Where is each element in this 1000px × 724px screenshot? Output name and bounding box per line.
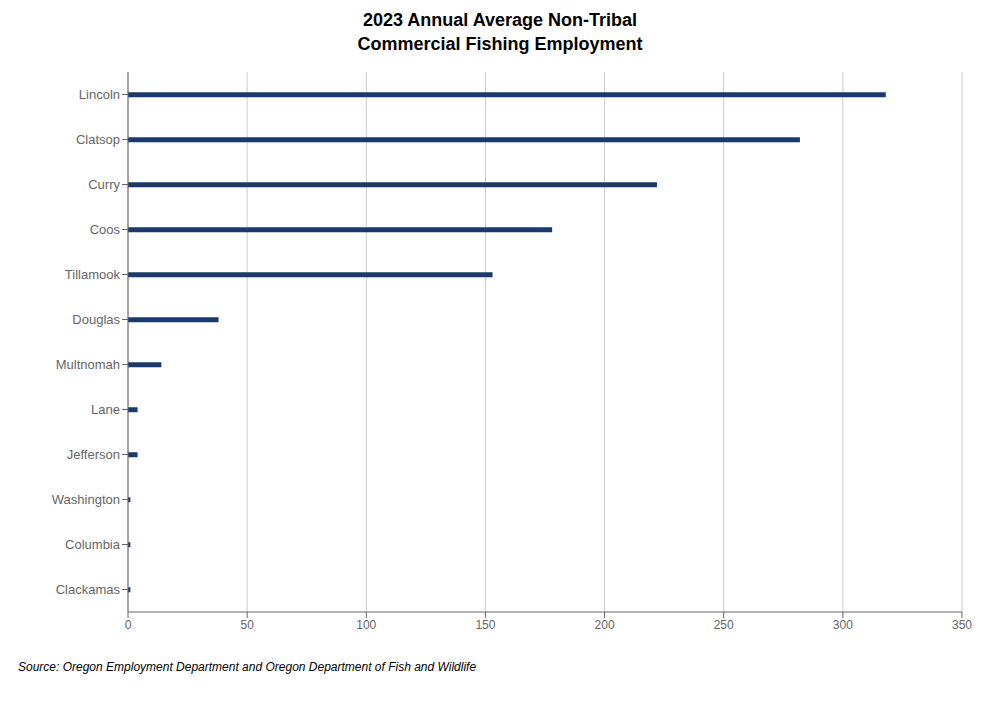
- svg-text:Multnomah: Multnomah: [56, 357, 120, 372]
- html-text:Commercial Fishing Employment: Commercial Fishing Employment: [357, 34, 643, 54]
- svg-text:Washington: Washington: [52, 492, 120, 507]
- svg-text:Douglas: Douglas: [72, 312, 120, 327]
- svg-text:Clackamas: Clackamas: [56, 582, 121, 597]
- svg-text:Curry: Curry: [88, 177, 120, 192]
- svg-text:Lane: Lane: [91, 402, 120, 417]
- svg-text:Columbia: Columbia: [65, 537, 121, 552]
- svg-text:200: 200: [595, 618, 615, 632]
- html-text:2023 Annual Average Non-Tribal: 2023 Annual Average Non-Tribal: [363, 10, 637, 30]
- svg-text:350: 350: [952, 618, 972, 632]
- svg-text:Coos: Coos: [90, 222, 121, 237]
- svg-text:300: 300: [833, 618, 853, 632]
- svg-text:50: 50: [240, 618, 254, 632]
- svg-text:250: 250: [714, 618, 734, 632]
- svg-text:Clatsop: Clatsop: [76, 132, 120, 147]
- svg-text:Tillamook: Tillamook: [65, 267, 121, 282]
- html-text:Source: Oregon Employment Depa: Source: Oregon Employment Department and…: [18, 660, 477, 674]
- svg-text:150: 150: [475, 618, 495, 632]
- svg-text:Jefferson: Jefferson: [67, 447, 120, 462]
- svg-text:100: 100: [356, 618, 376, 632]
- svg-text:Lincoln: Lincoln: [79, 87, 120, 102]
- svg-text:0: 0: [125, 618, 132, 632]
